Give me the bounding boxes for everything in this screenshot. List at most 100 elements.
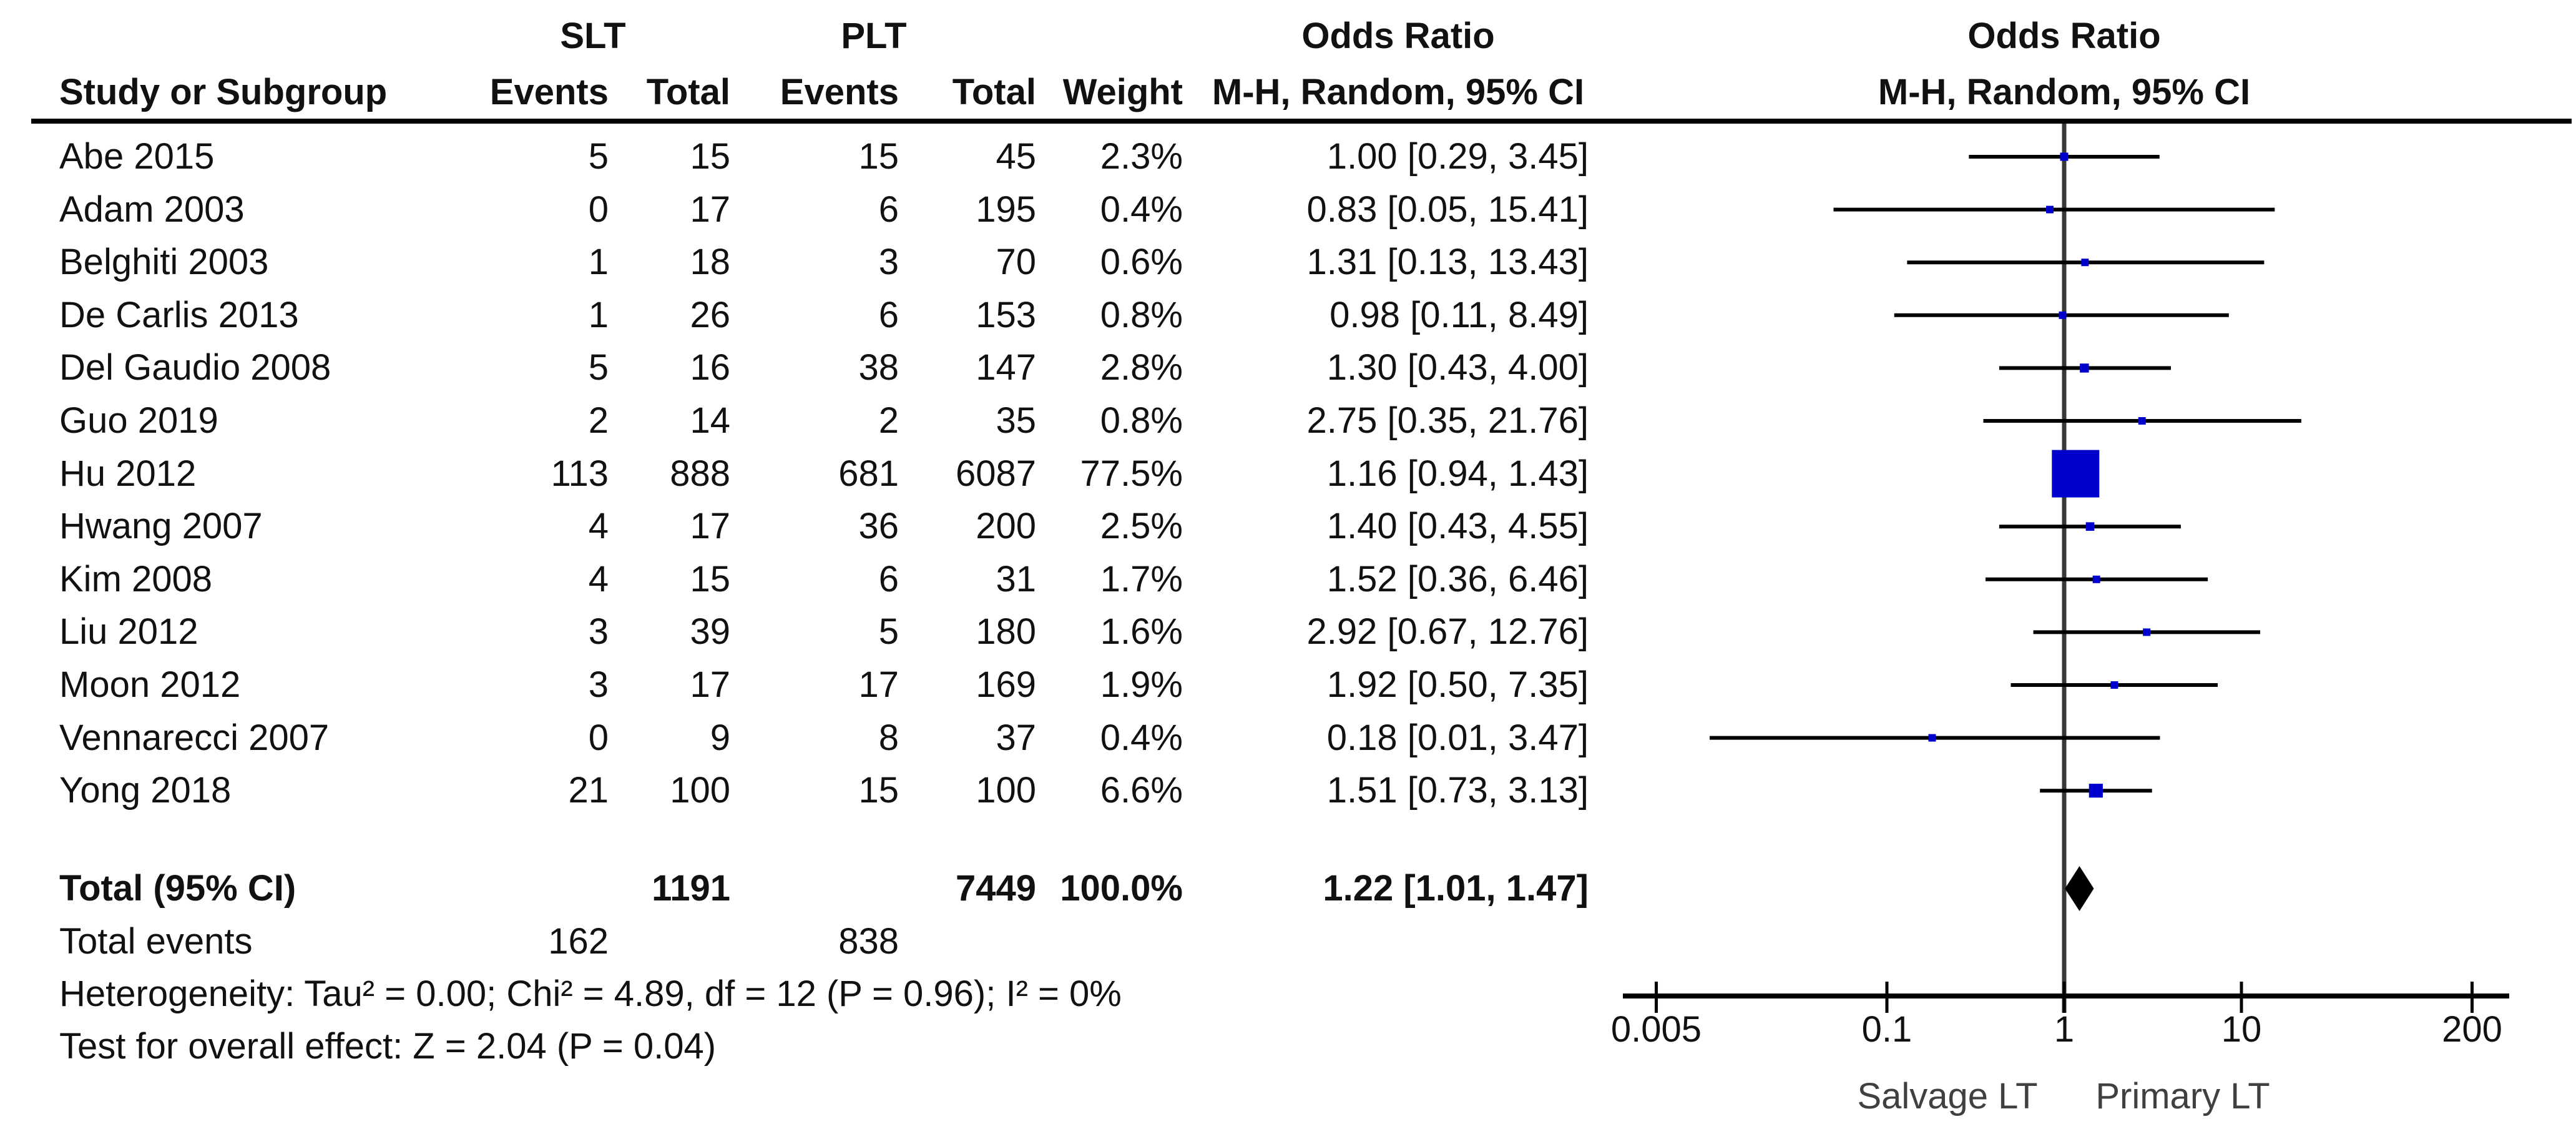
slt-total-value: 15	[690, 558, 730, 599]
header-divider-rule	[31, 119, 2572, 124]
plt-events-value: 2	[878, 400, 899, 441]
weight-value: 0.6%	[1100, 242, 1183, 283]
total-weight: 100.0%	[1060, 868, 1183, 909]
slt-events-value: 0	[588, 717, 609, 758]
slt-events-value: 113	[551, 453, 609, 494]
study-column-header: Study or Subgroup	[59, 72, 388, 112]
study-name: Liu 2012	[59, 611, 198, 653]
slt-total-value: 18	[690, 242, 730, 283]
total-row-label: Total (95% CI)	[59, 868, 296, 909]
plt-total-value: 200	[976, 506, 1036, 547]
slt-total-header: Total	[646, 72, 730, 112]
slt-events-value: 4	[588, 506, 609, 547]
axis-tick-label: 0.005	[1610, 1009, 1702, 1050]
effect-square	[2085, 522, 2095, 531]
weight-value: 1.9%	[1100, 664, 1183, 705]
plt-events-value: 15	[858, 770, 899, 811]
slt-events-value: 2	[588, 400, 609, 441]
slt-events-header: Events	[489, 72, 609, 112]
weight-value: 0.8%	[1100, 400, 1183, 441]
study-name: Hu 2012	[59, 453, 197, 494]
plt-events-value: 36	[858, 506, 899, 547]
slt-events-value: 21	[568, 770, 609, 811]
plt-events-value: 15	[858, 136, 899, 177]
effect-square	[2080, 363, 2089, 373]
plt-total-value: 37	[996, 717, 1036, 758]
plt-events-value: 5	[878, 611, 899, 653]
slt-events-value: 3	[588, 611, 609, 653]
weight-value: 6.6%	[1100, 770, 1183, 811]
axis-tick-label: 0.1	[1861, 1009, 1912, 1050]
total-events-plt: 838	[838, 921, 899, 962]
or-column-header-line2: M-H, Random, 95% CI	[1212, 72, 1585, 112]
plot-header-line2: M-H, Random, 95% CI	[1878, 72, 2251, 112]
heterogeneity-stats: Heterogeneity: Tau² = 0.00; Chi² = 4.89,…	[59, 974, 1122, 1014]
plt-events-value: 6	[878, 558, 899, 599]
weight-value: 1.6%	[1100, 611, 1183, 653]
weight-value: 0.8%	[1100, 294, 1183, 335]
or-ci-text: 0.18 [0.01, 3.47]	[1326, 717, 1589, 758]
study-name: Belghiti 2003	[59, 242, 269, 283]
or-ci-text: 0.98 [0.11, 8.49]	[1330, 294, 1589, 335]
plt-total-value: 180	[976, 611, 1036, 653]
plt-total-value: 45	[996, 136, 1036, 177]
weight-value: 2.5%	[1100, 506, 1183, 547]
plt-total-value: 147	[976, 347, 1036, 388]
plt-total-value: 31	[996, 558, 1036, 599]
weight-value: 2.8%	[1100, 347, 1183, 388]
plt-events-value: 3	[878, 242, 899, 283]
slt-events-value: 3	[588, 664, 609, 705]
weight-value: 77.5%	[1080, 453, 1183, 494]
study-name: De Carlis 2013	[59, 294, 299, 335]
effect-square	[2138, 417, 2146, 425]
plt-total-value: 100	[976, 770, 1036, 811]
or-ci-text: 0.83 [0.05, 15.41]	[1306, 189, 1589, 230]
or-column-header-line1: Odds Ratio	[1301, 16, 1495, 56]
slt-total-value: 17	[690, 189, 730, 230]
effect-square	[2052, 450, 2100, 498]
slt-total-value: 15	[690, 136, 730, 177]
effect-square	[1928, 734, 1936, 742]
axis-tick-label: 200	[2442, 1009, 2502, 1050]
study-name: Adam 2003	[59, 189, 245, 230]
weight-value: 2.3%	[1100, 136, 1183, 177]
effect-square	[2046, 205, 2054, 214]
slt-group-header: SLT	[560, 16, 626, 56]
study-name: Yong 2018	[59, 770, 232, 811]
plt-total-value: 70	[996, 242, 1036, 283]
effect-square	[2081, 259, 2089, 267]
slt-total-value: 17	[690, 506, 730, 547]
slt-total-value: 14	[690, 400, 730, 441]
plt-total-value: 195	[976, 189, 1036, 230]
plt-total-value: 6087	[955, 453, 1036, 494]
slt-total-value: 26	[690, 294, 730, 335]
total-or-ci-text: 1.22 [1.01, 1.47]	[1323, 868, 1589, 909]
study-name: Del Gaudio 2008	[59, 347, 331, 388]
slt-events-value: 5	[588, 136, 609, 177]
or-ci-text: 1.00 [0.29, 3.45]	[1326, 136, 1589, 177]
axis-left-label: Salvage LT	[1857, 1076, 2038, 1117]
plt-total-value: 153	[976, 294, 1036, 335]
slt-total-value: 100	[670, 770, 730, 811]
study-name: Hwang 2007	[59, 506, 263, 547]
weight-column-header: Weight	[1062, 72, 1183, 112]
plt-events-value: 8	[878, 717, 899, 758]
study-name: Moon 2012	[59, 664, 241, 705]
or-ci-text: 1.40 [0.43, 4.55]	[1326, 506, 1589, 547]
plt-total-value: 35	[996, 400, 1036, 441]
slt-events-value: 5	[588, 347, 609, 388]
study-name: Kim 2008	[59, 558, 213, 599]
weight-value: 1.7%	[1100, 558, 1183, 599]
slt-total-value: 888	[670, 453, 730, 494]
or-ci-text: 2.92 [0.67, 12.76]	[1306, 611, 1589, 653]
total-events-label: Total events	[59, 921, 253, 962]
total-diamond	[2065, 866, 2094, 911]
effect-square	[2110, 681, 2118, 689]
effect-square	[2059, 311, 2067, 319]
or-ci-text: 2.75 [0.35, 21.76]	[1306, 400, 1589, 441]
plt-events-value: 6	[878, 294, 899, 335]
effect-square	[2089, 784, 2103, 798]
slt-events-value: 0	[588, 189, 609, 230]
total-slt-total: 1191	[652, 868, 730, 909]
